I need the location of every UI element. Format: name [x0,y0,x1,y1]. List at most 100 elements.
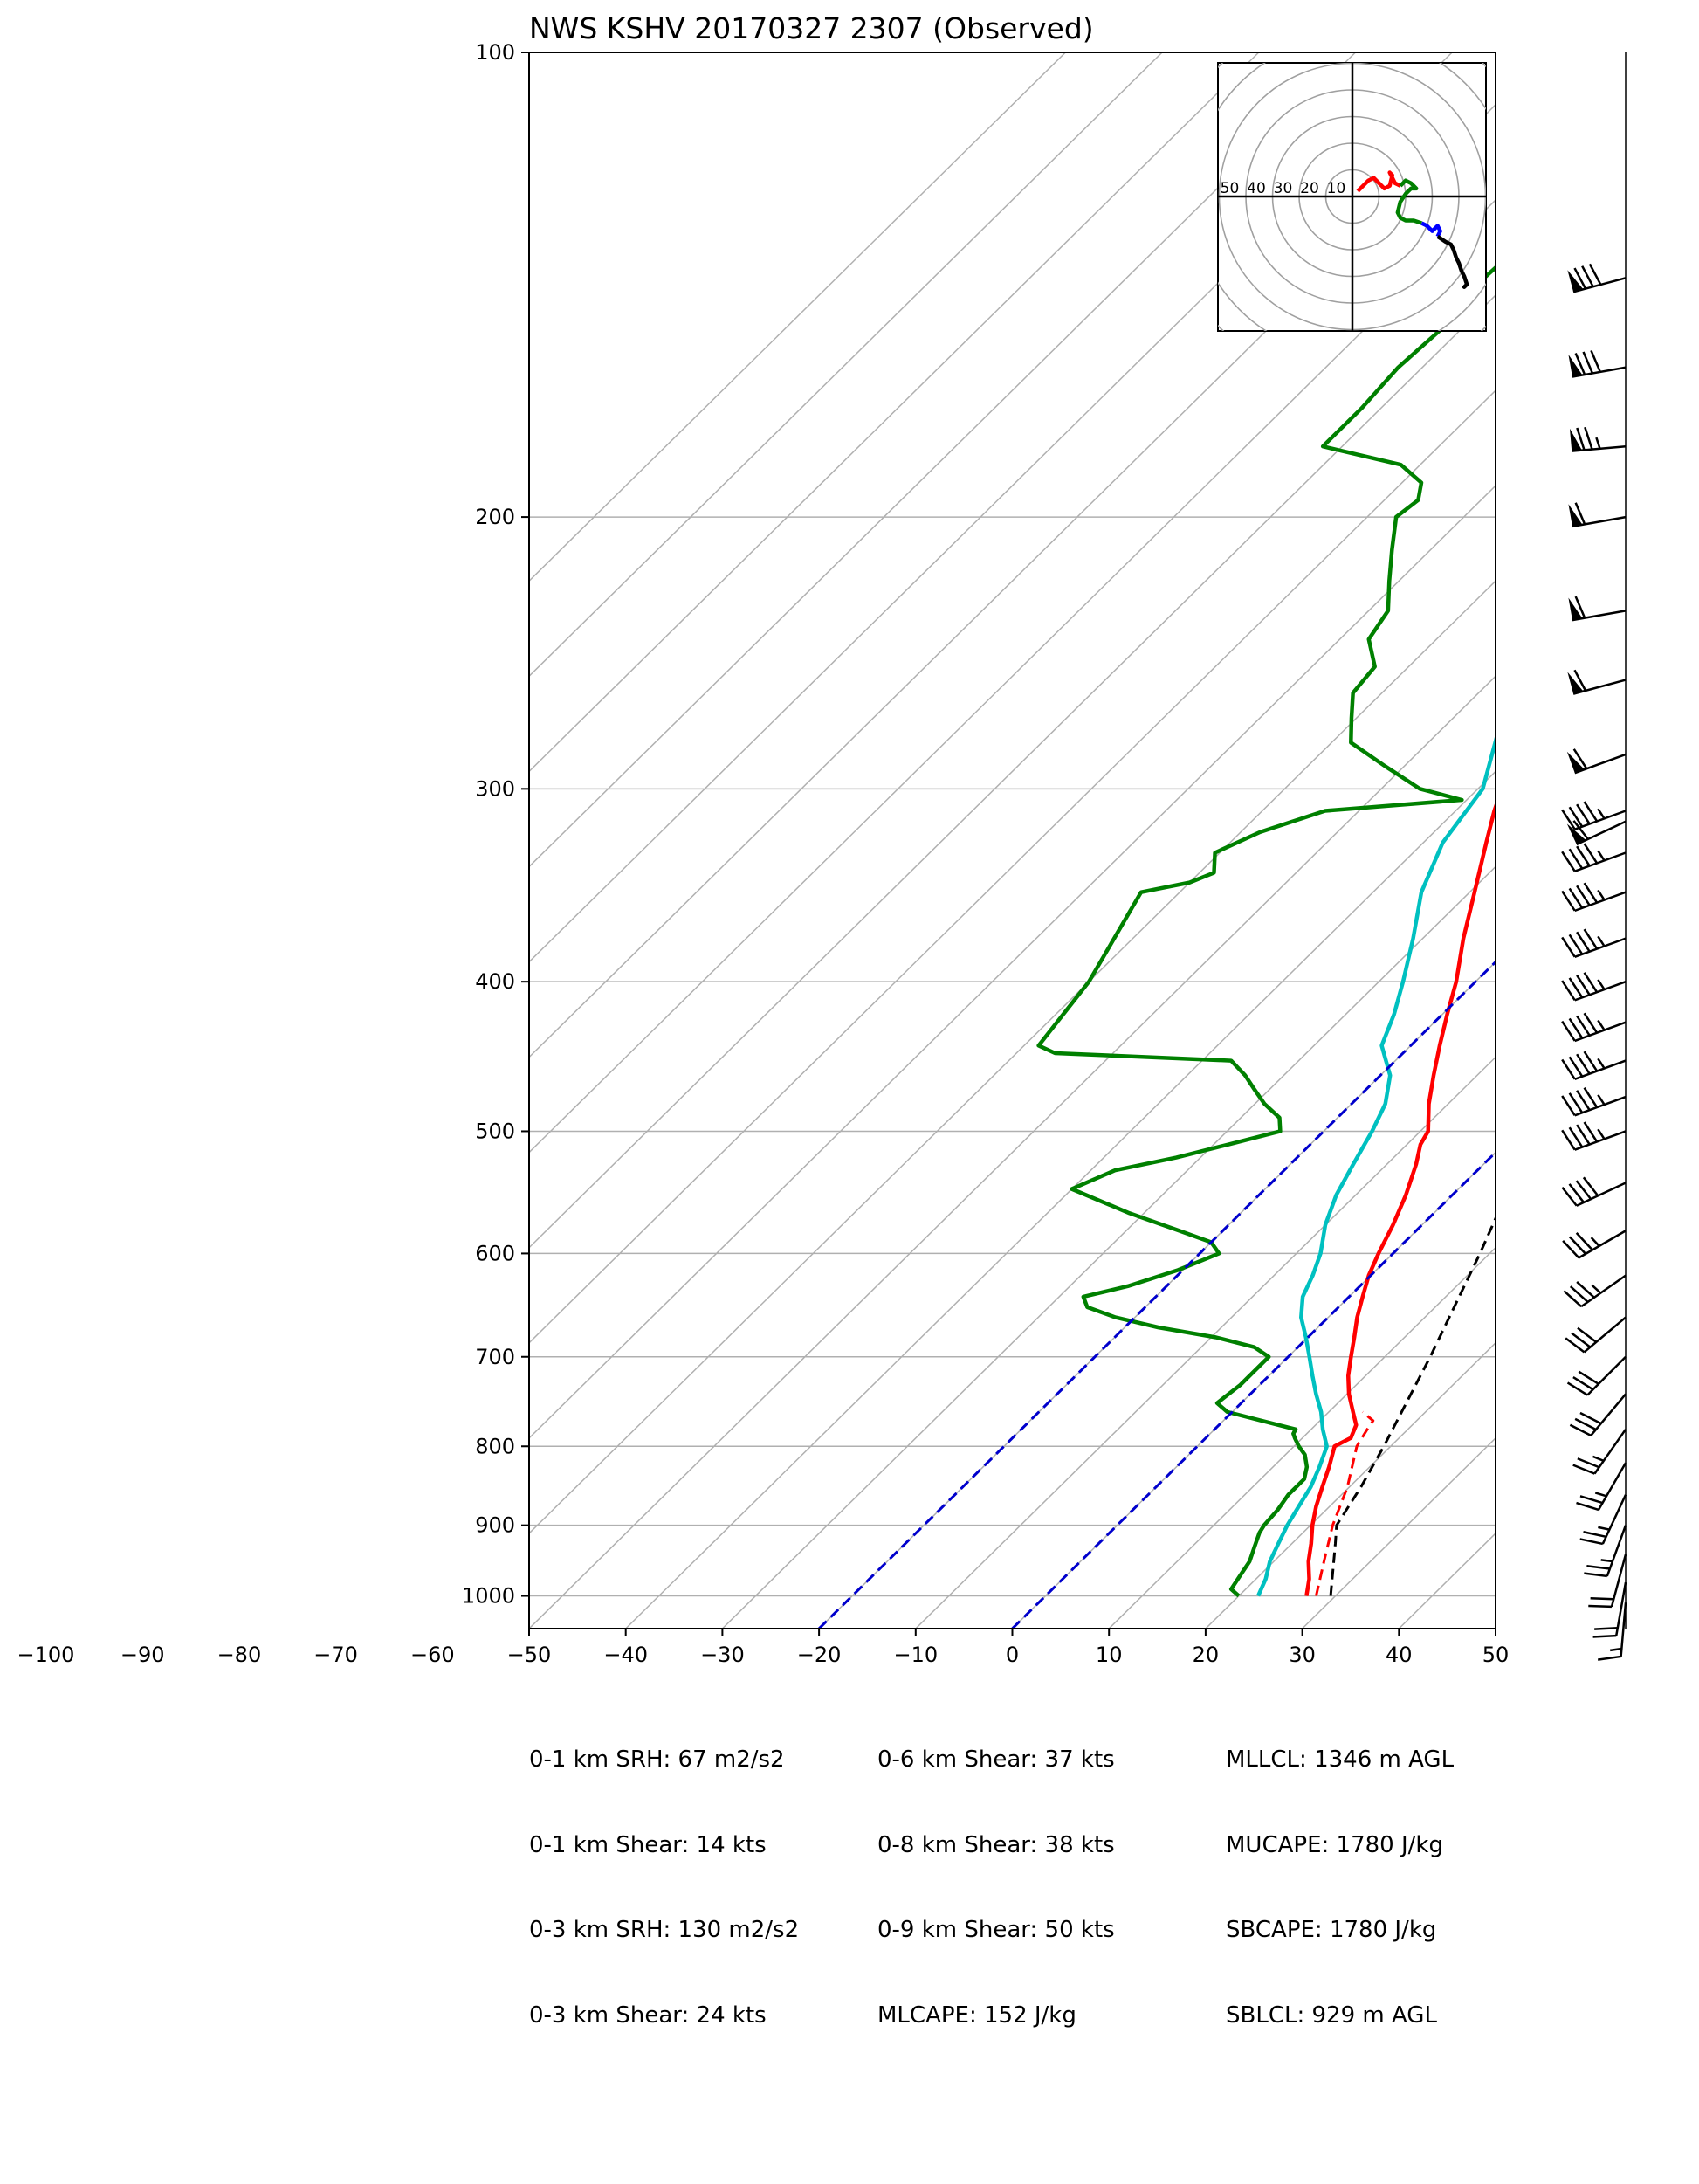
x-tick-label: −100 [17,1643,75,1667]
barb-flag [1566,751,1585,774]
barb-full [1569,1285,1589,1303]
wind-barb [1566,1355,1627,1396]
barb-full [1576,1281,1595,1299]
barb-flag [1568,354,1583,377]
series-line-0 [1304,801,1496,1596]
wind-barb [1568,596,1627,622]
wind-barb [1561,972,1627,1002]
x-tick-label: 50 [1482,1643,1510,1667]
barb-shaft [1610,1554,1627,1608]
barb-full [1579,1495,1603,1505]
barb-full [1576,845,1591,867]
y-tick-label: 900 [475,1513,515,1538]
barb-full [1576,1053,1591,1075]
y-tick-label: 600 [475,1241,515,1265]
barb-full [1583,972,1599,993]
isotherm [529,52,1357,868]
wind-barb [1561,1121,1627,1151]
series-line-5 [818,960,1496,1629]
grid [529,52,1496,1629]
barb-full [1588,263,1602,286]
barb-full [1577,1326,1598,1343]
barb-full [1584,1572,1607,1578]
series-line-1 [1255,734,1496,1597]
barb-full [1583,882,1599,904]
barb-half [1595,437,1601,450]
param-mucape: MUCAPE: 1780 J/kg [1226,1831,1443,1858]
barb-half [1597,1019,1606,1031]
barb-full [1576,931,1591,953]
barb-half [1594,1492,1607,1498]
barb-full [1568,848,1584,870]
barb-full [1568,934,1584,955]
isotherm [529,580,1496,1534]
wind-barb [1561,1086,1627,1117]
x-tick-label: −20 [797,1643,842,1667]
wind-barb [1565,1316,1627,1354]
barb-full [1574,596,1586,619]
barb-half [1590,1237,1600,1247]
wind-barb [1572,1429,1627,1475]
barb-full [1572,748,1588,769]
wind-barb [1579,1494,1627,1546]
barb-half [1597,850,1606,862]
wind-barb [1561,843,1627,872]
barb-full [1583,843,1599,865]
barb-shaft [1620,1602,1627,1657]
barb-full [1571,1332,1592,1348]
params-column-3: MLLCL: 1346 m AGL MUCAPE: 1780 J/kg SBCA… [1226,1689,1454,2058]
x-tick-label: −10 [893,1643,938,1667]
x-tick-label: 20 [1193,1643,1220,1667]
barb-full [1561,890,1576,912]
param-shear-0-1: 0-1 km Shear: 14 kts [529,1831,767,1858]
barb-full [1563,1290,1583,1308]
wind-barb [1561,1051,1627,1080]
wind-barb [1561,882,1627,913]
barb-half [1591,1284,1602,1294]
barb-full [1561,936,1576,958]
wind-barb [1566,748,1627,775]
x-tick-label: 0 [1006,1643,1019,1667]
barb-half [1597,1094,1606,1106]
x-tick-label: −90 [120,1643,165,1667]
barb-shaft [1593,1429,1627,1475]
barb-full [1590,1597,1614,1601]
barb-shaft [1574,980,1627,1002]
barb-full [1561,1095,1576,1116]
barb-half [1597,889,1606,901]
x-tick-label: 40 [1386,1643,1413,1667]
isotherm [529,52,1260,773]
barb-full [1561,1020,1576,1042]
barb-flag [1567,672,1584,694]
wind-barb [1567,669,1627,695]
barb-full [1590,349,1602,373]
barb-full [1574,1417,1597,1431]
barb-shaft [1583,1316,1627,1354]
barb-full [1561,1129,1576,1151]
barb-flag [1566,823,1586,844]
barb-full [1582,1176,1599,1197]
hodograph-ring-label: 50 [1221,180,1240,197]
wind-barb [1562,1230,1627,1259]
barb-full [1574,502,1586,525]
barb-shaft [1590,1393,1627,1436]
barb-full [1574,353,1586,375]
barb-full [1584,426,1593,450]
wind-barb [1561,928,1627,959]
wind-barb [1568,502,1627,528]
barb-full [1576,427,1586,451]
barb-shaft [1601,1494,1627,1545]
wind-barb [1563,1274,1627,1308]
barb-shaft [1572,679,1627,695]
barb-full [1568,1017,1584,1039]
y-tick-label: 500 [475,1119,515,1143]
barb-full [1573,669,1587,692]
barb-full [1572,820,1589,840]
hodograph-plot: 50 40 30 20 10 [1218,63,1486,331]
barb-full [1561,980,1576,1002]
param-sblcl: SBLCL: 929 m AGL [1226,2001,1437,2029]
barb-half [1609,1647,1622,1652]
barb-shaft [1574,1059,1627,1080]
barb-shaft [1597,1462,1627,1511]
